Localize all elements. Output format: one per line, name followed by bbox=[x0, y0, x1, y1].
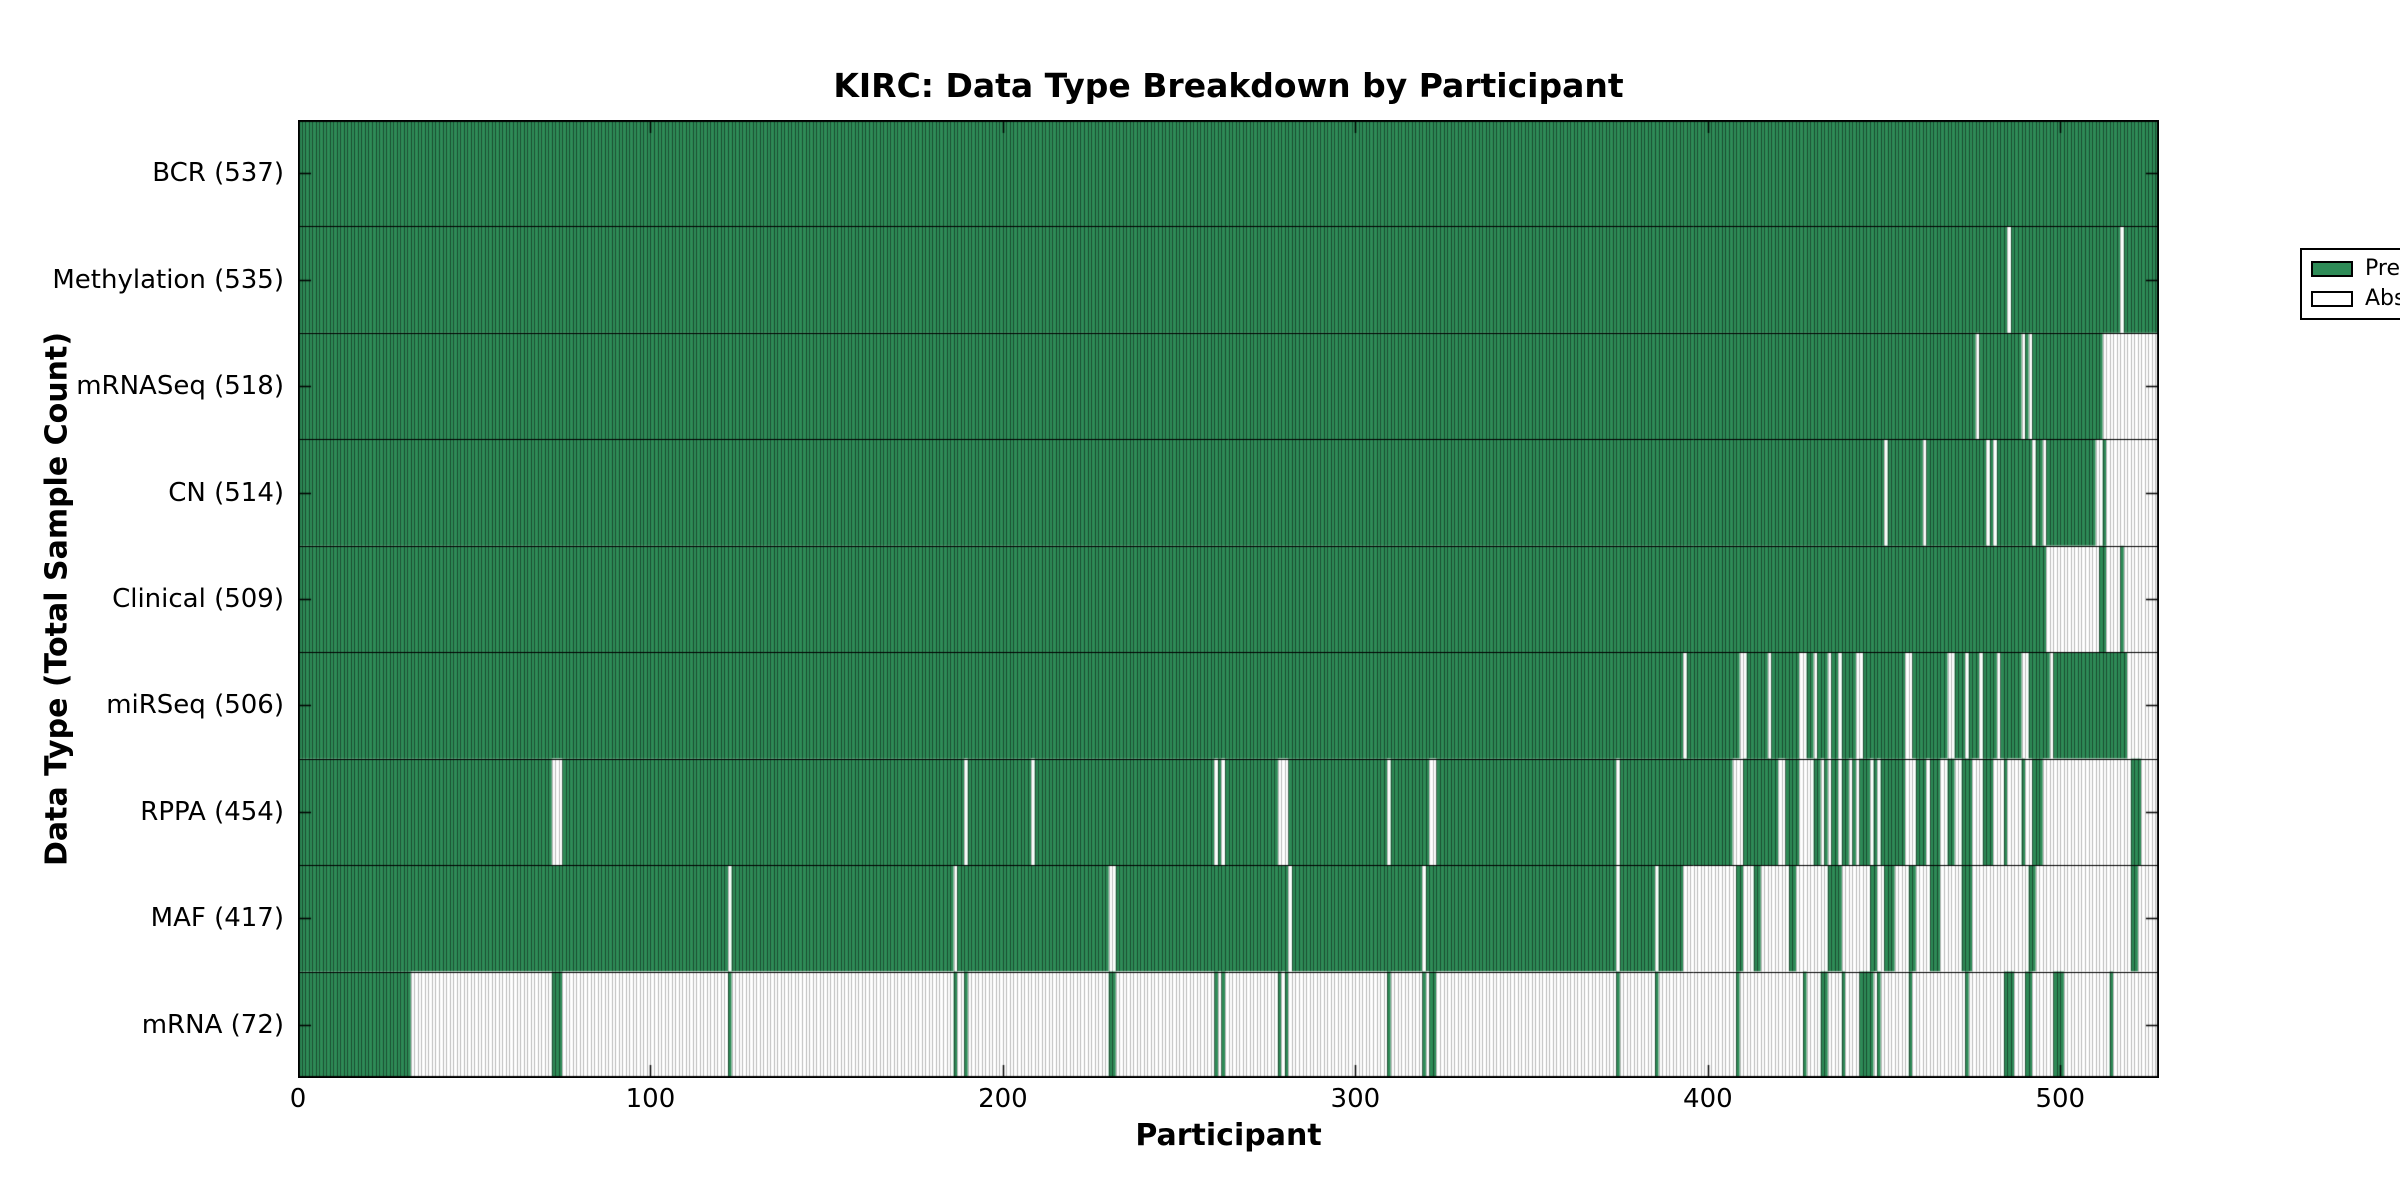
chart-title: KIRC: Data Type Breakdown by Participant bbox=[833, 66, 1624, 105]
legend-swatch-absent bbox=[2311, 291, 2353, 307]
legend-label-present: Present bbox=[2365, 256, 2400, 281]
legend-entry-present: Present bbox=[2311, 257, 2400, 281]
x-tick-label: 300 bbox=[1330, 1084, 1381, 1114]
x-tick-label: 200 bbox=[978, 1084, 1028, 1114]
legend-entry-absent: Absent bbox=[2311, 287, 2400, 311]
x-tick-label: 100 bbox=[625, 1084, 676, 1114]
y-tick-label: CN (514) bbox=[168, 477, 284, 508]
y-tick-label: RPPA (454) bbox=[140, 796, 284, 827]
x-tick-label: 0 bbox=[289, 1084, 307, 1114]
y-tick-label: MAF (417) bbox=[150, 903, 284, 934]
x-tick-label: 400 bbox=[1683, 1084, 1733, 1114]
legend: Present Absent bbox=[2300, 248, 2400, 320]
legend-label-absent: Absent bbox=[2365, 286, 2400, 311]
y-tick-label: mRNA (72) bbox=[141, 1009, 284, 1040]
x-tick-label: 500 bbox=[2035, 1084, 2086, 1114]
plot-area: Present Absent bbox=[298, 120, 2400, 1078]
y-tick-label: BCR (537) bbox=[152, 158, 284, 189]
x-axis-label: Participant bbox=[1135, 1118, 1322, 1153]
y-tick-label: mRNASeq (518) bbox=[76, 371, 284, 402]
legend-swatch-present bbox=[2311, 261, 2353, 277]
y-tick-label: miRSeq (506) bbox=[106, 690, 284, 721]
heatmap-canvas bbox=[298, 120, 2159, 1078]
y-tick-label: Methylation (535) bbox=[52, 264, 284, 295]
y-tick-label: Clinical (509) bbox=[112, 584, 284, 614]
